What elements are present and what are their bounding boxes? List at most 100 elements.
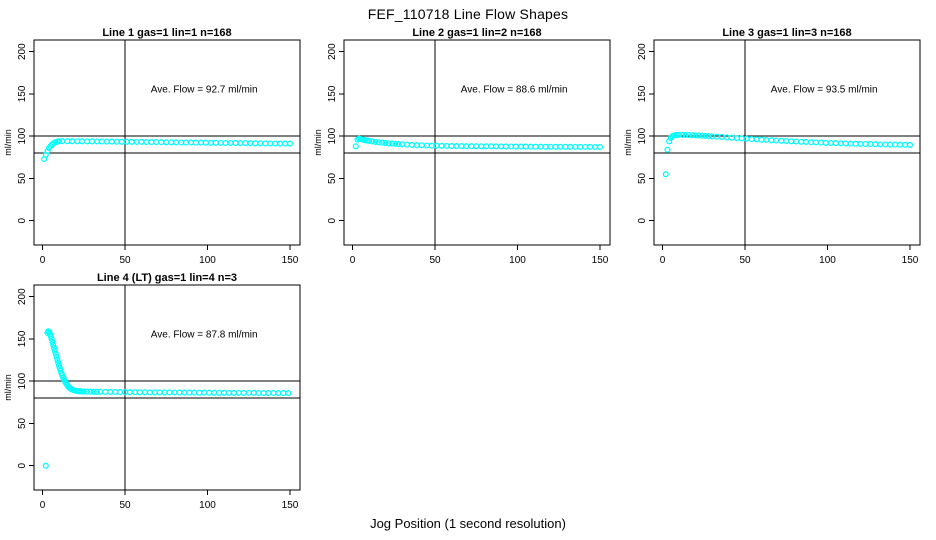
data-point bbox=[842, 140, 849, 147]
data-point bbox=[527, 143, 534, 150]
plot-svg-1: Line 1 gas=1 lin=1 n=168 0 50 100 150 0 50 100 1… bbox=[3, 27, 301, 266]
data-point bbox=[88, 138, 96, 145]
y-tick-label: 150 bbox=[327, 85, 338, 102]
data-point bbox=[93, 388, 100, 395]
data-point bbox=[664, 146, 671, 153]
data-point bbox=[148, 139, 155, 146]
data-point bbox=[87, 388, 94, 395]
flow-points-series bbox=[41, 138, 294, 163]
data-point bbox=[187, 139, 195, 146]
data-point bbox=[79, 138, 86, 145]
data-point bbox=[857, 140, 864, 147]
data-point bbox=[163, 139, 170, 146]
data-point bbox=[877, 141, 884, 148]
data-point bbox=[202, 139, 209, 146]
data-point bbox=[186, 389, 193, 396]
data-point bbox=[171, 389, 178, 396]
y-tick-label: 50 bbox=[17, 172, 28, 184]
flow-points-series bbox=[42, 328, 292, 469]
data-point bbox=[492, 143, 500, 150]
data-point bbox=[102, 388, 109, 395]
data-point bbox=[131, 389, 138, 396]
data-point bbox=[52, 350, 59, 357]
x-tick-label: 150 bbox=[592, 255, 609, 266]
data-point bbox=[50, 344, 58, 351]
y-tick-label: 50 bbox=[637, 172, 648, 184]
data-point bbox=[48, 335, 55, 342]
panel-title: Line 1 gas=1 lin=1 n=168 bbox=[102, 28, 231, 39]
x-tick-label: 0 bbox=[350, 255, 356, 266]
y-tick-label: 200 bbox=[17, 43, 28, 60]
data-point bbox=[428, 142, 435, 149]
data-point bbox=[557, 143, 564, 150]
data-point bbox=[59, 138, 66, 145]
y-axis-label: ml/min bbox=[623, 129, 633, 156]
data-point bbox=[49, 338, 56, 345]
data-point bbox=[822, 139, 829, 146]
data-point bbox=[173, 139, 180, 146]
data-point bbox=[230, 389, 237, 396]
x-tick-label: 100 bbox=[509, 255, 526, 266]
data-point bbox=[128, 138, 135, 145]
data-point bbox=[379, 139, 386, 146]
data-point bbox=[512, 143, 519, 150]
x-axis: 0 50 100 150 bbox=[40, 245, 299, 266]
data-point bbox=[547, 143, 554, 150]
data-point bbox=[227, 139, 234, 147]
y-axis-label: ml/min bbox=[313, 129, 323, 156]
data-point bbox=[138, 138, 145, 145]
x-tick-label: 150 bbox=[282, 500, 299, 511]
data-point bbox=[385, 140, 392, 147]
plot-panel-3: Line 3 gas=1 lin=3 n=168 0 50 100 150 0 50 100 1… bbox=[620, 27, 930, 279]
data-point bbox=[705, 133, 712, 140]
data-point bbox=[408, 141, 415, 148]
data-point bbox=[582, 143, 589, 150]
data-point bbox=[679, 131, 686, 138]
data-point bbox=[232, 139, 239, 147]
data-point bbox=[867, 141, 874, 148]
data-point bbox=[252, 140, 259, 147]
data-point bbox=[74, 138, 81, 145]
data-point bbox=[662, 171, 669, 178]
data-point bbox=[389, 140, 396, 147]
data-point bbox=[502, 143, 509, 150]
y-axis-label: ml/min bbox=[3, 129, 13, 156]
data-point bbox=[798, 138, 805, 145]
data-point bbox=[168, 139, 175, 146]
data-point bbox=[51, 347, 58, 354]
reference-lines bbox=[344, 40, 610, 245]
data-point bbox=[83, 138, 91, 145]
data-point bbox=[395, 141, 402, 148]
data-point bbox=[133, 138, 140, 145]
data-point bbox=[116, 389, 124, 396]
data-point bbox=[108, 138, 115, 145]
data-point bbox=[783, 137, 790, 145]
reference-lines bbox=[34, 285, 300, 490]
data-point bbox=[191, 389, 198, 396]
data-point bbox=[245, 389, 252, 396]
data-point bbox=[473, 143, 480, 150]
data-point bbox=[847, 140, 854, 147]
data-point bbox=[44, 147, 51, 155]
data-point bbox=[240, 389, 247, 396]
data-point bbox=[392, 140, 399, 147]
x-tick-label: 0 bbox=[40, 500, 46, 511]
data-point bbox=[887, 141, 894, 148]
data-point bbox=[275, 390, 282, 397]
data-point bbox=[126, 389, 133, 396]
y-tick-label: 200 bbox=[327, 43, 338, 60]
data-point bbox=[250, 389, 257, 396]
data-point bbox=[438, 142, 445, 149]
x-tick-label: 150 bbox=[902, 255, 919, 266]
data-point bbox=[682, 131, 689, 138]
plot-box bbox=[343, 39, 611, 246]
y-tick-label: 150 bbox=[17, 330, 28, 347]
data-point bbox=[285, 390, 292, 397]
y-axis: 0 50 100 150 200 bbox=[17, 43, 34, 223]
data-point bbox=[255, 389, 262, 397]
data-point bbox=[768, 137, 775, 144]
data-point bbox=[257, 140, 264, 147]
data-point bbox=[788, 138, 795, 145]
data-point bbox=[862, 140, 869, 148]
data-point bbox=[215, 389, 223, 396]
